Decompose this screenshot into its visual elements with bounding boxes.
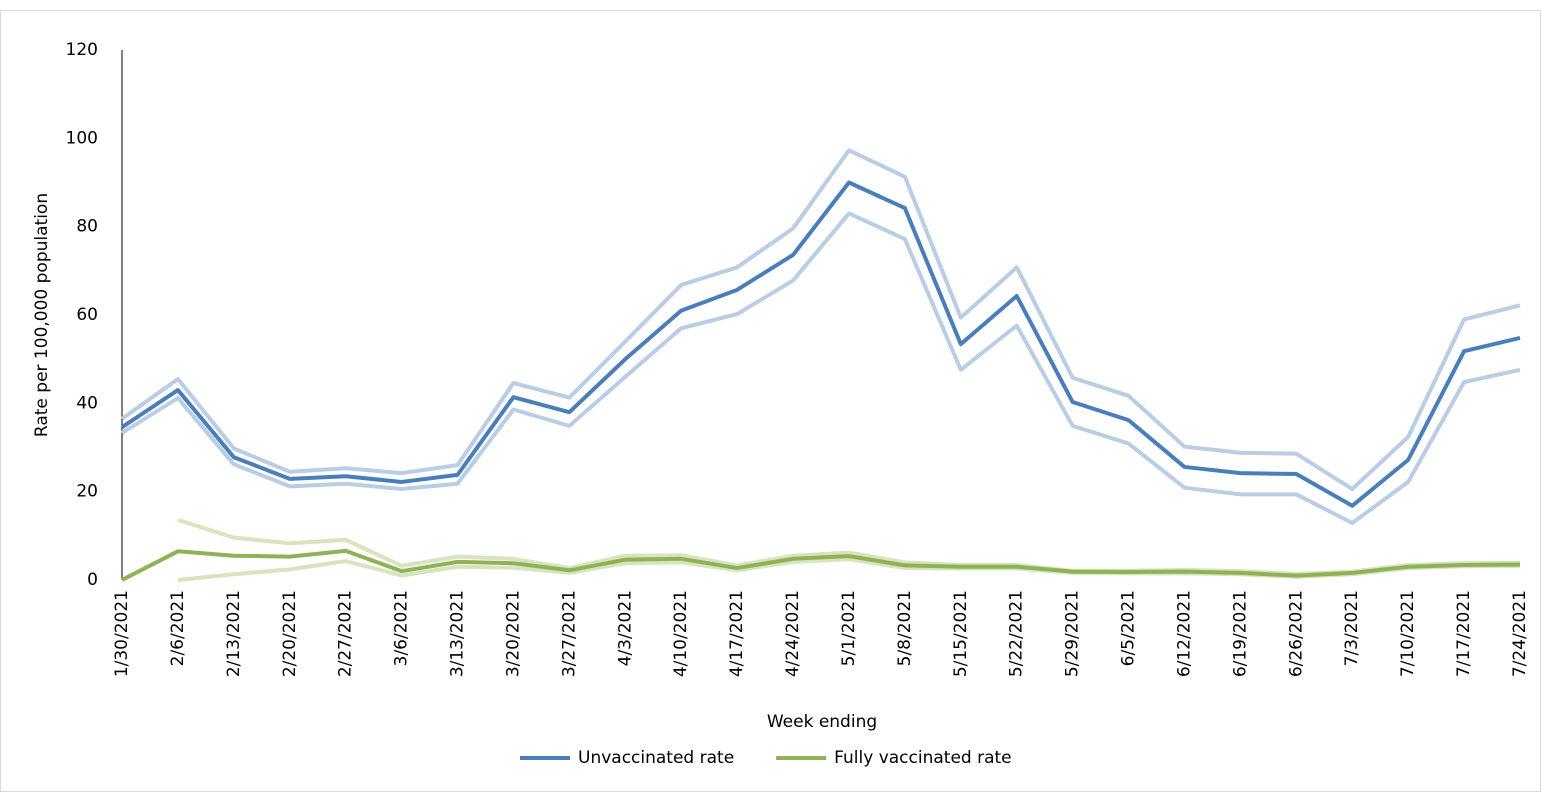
x-tick-label: 4/17/2021 xyxy=(727,590,747,677)
x-tick-label: 3/13/2021 xyxy=(448,590,468,677)
x-tick-label: 5/29/2021 xyxy=(1063,590,1083,677)
x-tick-label: 2/6/2021 xyxy=(168,590,188,666)
y-tick-label: 100 xyxy=(66,128,98,148)
x-tick-label: 6/19/2021 xyxy=(1230,590,1250,677)
y-tick-label: 20 xyxy=(76,482,98,502)
x-tick-label: 5/15/2021 xyxy=(951,590,971,677)
y-tick-label: 60 xyxy=(76,305,98,325)
x-tick-label: 3/27/2021 xyxy=(559,590,579,677)
x-tick-label: 7/17/2021 xyxy=(1454,590,1474,677)
y-tick-label: 80 xyxy=(76,217,98,237)
x-tick-label: 6/12/2021 xyxy=(1174,590,1194,677)
x-tick-label: 2/13/2021 xyxy=(224,590,244,677)
x-tick-label: 5/1/2021 xyxy=(839,590,859,666)
series-line xyxy=(121,548,1521,582)
x-tick-label: 4/24/2021 xyxy=(783,590,803,677)
x-tick-label: 7/10/2021 xyxy=(1398,590,1418,677)
x-tick-label: 2/27/2021 xyxy=(336,590,356,677)
y-tick-label: 40 xyxy=(76,393,98,413)
x-axis-title: Week ending xyxy=(767,712,877,732)
x-tick-label: 6/5/2021 xyxy=(1119,590,1139,666)
chart-border xyxy=(0,10,1541,792)
x-tick-label: 4/3/2021 xyxy=(615,590,635,666)
x-tick-label: 7/24/2021 xyxy=(1510,590,1530,677)
x-tick-label: 5/8/2021 xyxy=(895,590,915,666)
x-tick-label: 3/20/2021 xyxy=(503,590,523,677)
y-axis-title: Rate per 100,000 population xyxy=(32,193,52,437)
y-tick-label: 0 xyxy=(87,570,98,590)
x-tick-label: 2/20/2021 xyxy=(280,590,300,677)
ci-lower-line xyxy=(120,211,1521,526)
legend-label: Unvaccinated rate xyxy=(578,748,734,768)
x-tick-label: 6/26/2021 xyxy=(1286,590,1306,677)
y-tick-label: 120 xyxy=(66,40,98,60)
x-tick-label: 3/6/2021 xyxy=(392,590,412,666)
x-tick-label: 5/22/2021 xyxy=(1007,590,1027,677)
series-line xyxy=(120,180,1521,508)
legend-label: Fully vaccinated rate xyxy=(834,748,1011,768)
ci-upper-line xyxy=(120,148,1521,492)
x-tick-label: 7/3/2021 xyxy=(1342,590,1362,666)
x-tick-label: 1/30/2021 xyxy=(112,590,132,677)
x-tick-label: 4/10/2021 xyxy=(671,590,691,677)
